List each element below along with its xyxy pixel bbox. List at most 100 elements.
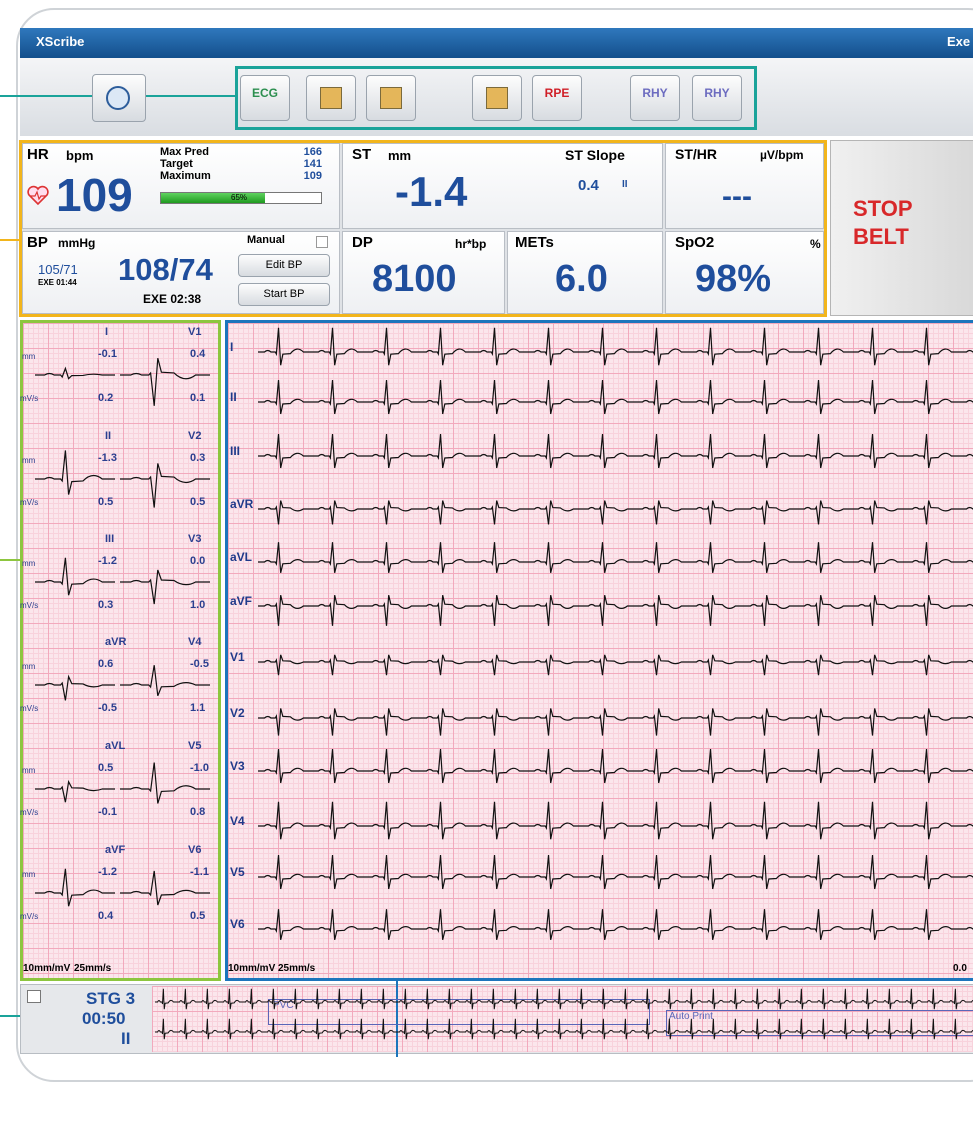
st-mm: -0.5	[190, 658, 209, 670]
dp-label: DP	[352, 234, 373, 251]
app-title: XScribe	[36, 34, 85, 49]
vital-cell	[342, 231, 505, 314]
stage-label: STG 3	[86, 989, 136, 1008]
toolbar-button[interactable]: RHY	[692, 75, 742, 121]
toolbar-button[interactable]: RHY	[630, 75, 680, 121]
callout-line	[0, 559, 20, 561]
lead-name: aVL	[105, 740, 126, 752]
mm-label: mm	[22, 766, 36, 775]
stage-time: 00:50	[82, 1009, 126, 1028]
st-slope-value: 0.3	[98, 599, 114, 611]
speed-label: 25mm/s	[278, 963, 316, 974]
callout-line	[0, 1015, 20, 1017]
mode-title: Exe	[947, 34, 971, 49]
manual-checkbox[interactable]	[316, 236, 328, 248]
target-label: Target	[160, 158, 193, 170]
toolbar-button[interactable]	[306, 75, 356, 121]
bp-label: BP	[27, 234, 48, 251]
lead-label: II	[230, 390, 237, 404]
manual-label: Manual	[247, 234, 285, 246]
st-mm: -1.2	[98, 555, 117, 567]
toolbar-button[interactable]: ECG	[240, 75, 290, 121]
lead-name: III	[105, 533, 115, 545]
hr-unit: bpm	[66, 148, 94, 163]
button-icon	[320, 87, 342, 109]
spo2-value: 98%	[695, 258, 772, 300]
gain-label: 10mm/mV	[23, 963, 71, 974]
frame	[16, 8, 973, 1082]
target: 141	[303, 158, 322, 170]
lead-name: V6	[188, 844, 202, 856]
lead-name: V2	[188, 430, 202, 442]
lead-label: V2	[230, 706, 245, 720]
st-slope-value: -0.1	[98, 806, 117, 818]
slope-label: mV/s	[20, 704, 39, 713]
slope-label: mV/s	[20, 498, 39, 507]
max-pred-label: Max Pred	[160, 146, 209, 158]
st-slope-value: 0.1	[190, 392, 206, 404]
lead-name: V4	[188, 636, 202, 648]
lead-name: V5	[188, 740, 202, 752]
st-slope-value: 0.5	[98, 496, 114, 508]
lead-label: aVF	[230, 594, 253, 608]
st-mm: -1.0	[190, 762, 209, 774]
lead-label: V6	[230, 917, 245, 931]
st-slope-value: 0.5	[190, 910, 206, 922]
st-hr-value: ---	[722, 180, 752, 213]
mm-label: mm	[22, 870, 36, 879]
event-marker: PVC	[268, 999, 650, 1025]
maximum: 109	[303, 170, 322, 182]
start-bp-button[interactable]: Start BP	[238, 283, 330, 306]
edit-bp-button[interactable]: Edit BP	[238, 254, 330, 277]
strip-lead: II	[121, 1029, 131, 1048]
hr-label: HR	[27, 146, 49, 163]
st-mm: -1.3	[98, 452, 117, 464]
stop-text: STOP	[853, 196, 913, 221]
button-label: ECG	[251, 86, 278, 100]
lead-name: aVF	[105, 844, 126, 856]
gain-label: 10mm/mV	[228, 963, 276, 974]
mm-label: mm	[22, 352, 36, 361]
mm-label: mm	[22, 662, 36, 671]
speed-label: 25mm/s	[74, 963, 112, 974]
lead-label: aVR	[230, 497, 254, 511]
slope-label: mV/s	[20, 601, 39, 610]
button-label: RHY	[642, 86, 668, 100]
lead-name: aVR	[105, 636, 127, 648]
st-mm: -0.1	[98, 348, 117, 360]
st-slope-value: 0.2	[98, 392, 114, 404]
button-label: RHY	[704, 86, 730, 100]
st-slope-value: 1.0	[190, 599, 206, 611]
st-slope-label: ST Slope	[565, 147, 625, 163]
st-mm: 0.4	[190, 348, 206, 360]
st-mm: 0.3	[190, 452, 206, 464]
bp-value: 108/74	[118, 252, 213, 287]
st-mm: 0.0	[190, 555, 206, 567]
lead-label: V3	[230, 759, 245, 773]
toolbar-button[interactable]: RPE	[532, 75, 582, 121]
st-mm: 0.5	[98, 762, 114, 774]
lead-label: I	[230, 340, 234, 354]
lead-name: II	[105, 430, 112, 442]
stop-belt-button[interactable]: STOP BELT	[830, 140, 973, 316]
slope-label: mV/s	[20, 394, 39, 403]
hr-value: 109	[56, 169, 133, 221]
toolbar-icon	[106, 86, 130, 110]
vital-cell	[665, 143, 824, 229]
mm-label: mm	[22, 559, 36, 568]
stop-text: BELT	[853, 224, 909, 249]
st-mm: 0.6	[98, 658, 114, 670]
spo2-label: SpO2	[675, 234, 715, 251]
bp-unit: mmHg	[58, 236, 96, 250]
vital-cell	[342, 143, 663, 229]
leads-panel	[20, 320, 221, 981]
toolbar-button[interactable]	[472, 75, 522, 121]
strip-menu[interactable]	[27, 990, 41, 1003]
button-icon	[486, 87, 508, 109]
st-mm: -1.1	[190, 866, 209, 878]
lead-name: V1	[188, 326, 202, 338]
toolbar-button[interactable]	[366, 75, 416, 121]
filter-label: 0.0	[953, 963, 967, 974]
